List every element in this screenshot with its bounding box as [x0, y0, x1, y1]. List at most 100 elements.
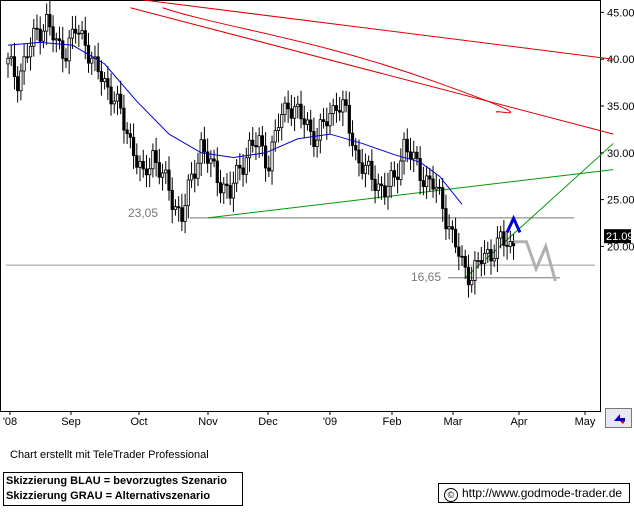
candle-body: [122, 107, 126, 131]
candle-body: [434, 186, 438, 190]
x-tick-label: Mar: [444, 416, 463, 428]
x-tick-label: May: [575, 416, 596, 428]
candle-body: [96, 56, 100, 72]
candle-body: [32, 27, 36, 47]
candle-body: [344, 99, 348, 106]
scenario-grey: [513, 240, 557, 282]
candle-body: [318, 119, 322, 141]
trendline-green-support: [207, 169, 614, 219]
candle-body: [376, 183, 380, 191]
candle-body: [386, 185, 390, 198]
candle-body: [218, 182, 223, 194]
candle-body: [148, 168, 152, 176]
candle-body: [299, 103, 303, 120]
candle-body: [338, 110, 342, 113]
chart-nav-button[interactable]: [605, 408, 632, 428]
candle-body: [408, 151, 413, 160]
candle-body: [206, 151, 210, 164]
candle-body: [22, 56, 26, 72]
x-tick-label: '08: [3, 416, 17, 428]
candle-body: [228, 185, 232, 199]
candle-body: [450, 226, 454, 230]
annotation-16: 16,65: [411, 270, 441, 284]
candle-body: [138, 160, 142, 168]
candle-body: [125, 129, 129, 135]
x-tick-label: Feb: [383, 416, 402, 428]
candle-body: [482, 252, 487, 264]
candle-body: [460, 255, 464, 258]
legend-blue: Skizzierung BLAU = bevorzugtes Szenario: [6, 475, 227, 487]
candle-body: [157, 162, 161, 178]
candle-body: [470, 280, 474, 286]
candle-body: [16, 76, 20, 92]
candle-body: [360, 162, 364, 174]
y-tick-label: 45.00: [607, 7, 634, 19]
candle-body: [457, 246, 461, 257]
candle-body: [25, 56, 29, 59]
candle-body: [286, 102, 290, 110]
candle-body: [128, 133, 132, 138]
candle-body: [6, 57, 10, 65]
candle-body: [270, 141, 274, 172]
candle-body: [135, 155, 139, 168]
candle-body: [241, 167, 245, 175]
price-label-box: [604, 229, 631, 244]
candle-body: [35, 27, 39, 30]
candle-body: [141, 160, 145, 170]
candle-body: [305, 119, 310, 125]
candle-body: [412, 151, 416, 160]
candle-body: [193, 173, 197, 179]
candle-body: [447, 226, 451, 230]
nav-arrow-icon: [614, 414, 625, 424]
credit-text: Chart erstellt mit TeleTrader Profession…: [10, 449, 209, 461]
candle-body: [280, 114, 284, 128]
x-tick-label: Dec: [258, 416, 278, 428]
plot-frame: [0, 0, 601, 412]
moving-average-line: [7, 41, 463, 205]
x-tick-label: Nov: [198, 416, 218, 428]
candle-body: [357, 149, 361, 164]
candle-body: [283, 102, 287, 115]
candle-body: [502, 231, 506, 246]
y-tick-label: 35.00: [607, 101, 634, 113]
candle-body: [109, 86, 113, 105]
candle-body: [64, 57, 68, 62]
candle-body: [67, 37, 71, 62]
candle-body: [328, 112, 332, 127]
candle-body: [144, 168, 149, 176]
candle-body: [131, 136, 136, 157]
candle-body: [389, 170, 393, 187]
source-link[interactable]: © http://www.godmode-trader.de: [438, 483, 630, 503]
legend-grey: Skizzierung GRAU = Alternativszenario: [6, 490, 211, 502]
candle-body: [231, 182, 235, 199]
candle-body: [415, 151, 419, 159]
candle-body: [363, 164, 368, 174]
candle-body: [334, 105, 339, 111]
candle-body: [167, 169, 171, 191]
candle-body: [186, 179, 190, 207]
candle-body: [492, 258, 496, 262]
source-url[interactable]: http://www.godmode-trader.de: [462, 486, 623, 500]
candle-body: [392, 170, 397, 178]
y-tick-label: 20.00: [607, 241, 634, 253]
x-tick-label: Oct: [130, 416, 147, 428]
candle-body: [54, 38, 58, 41]
candle-body: [383, 185, 387, 198]
candle-body: [212, 158, 216, 162]
candle-body: [418, 157, 422, 181]
candle-body: [225, 183, 229, 186]
candle-body: [402, 138, 406, 162]
candle-body: [12, 56, 17, 78]
candle-body: [183, 205, 187, 222]
candle-body: [119, 93, 123, 109]
candle-body: [444, 208, 448, 230]
candle-body: [41, 30, 46, 42]
candle-body: [151, 150, 155, 170]
annotation-23: 23,05: [128, 206, 158, 220]
candle-body: [9, 56, 13, 59]
candle-body: [508, 241, 512, 247]
candle-body: [90, 57, 94, 64]
candle-body: [38, 28, 42, 42]
candle-body: [154, 150, 158, 163]
